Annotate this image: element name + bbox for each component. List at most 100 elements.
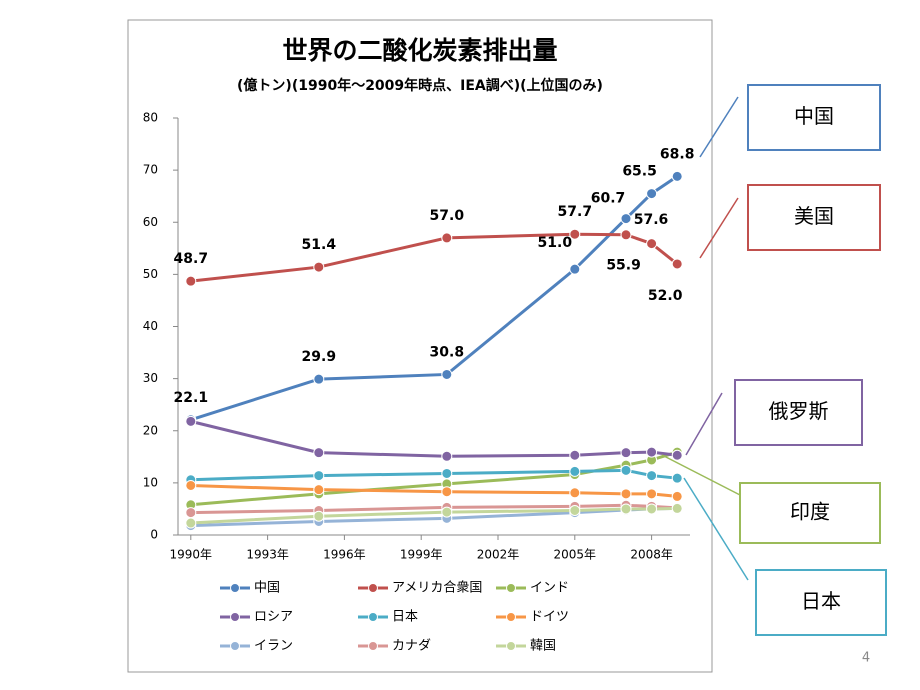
data-label: 52.0 bbox=[648, 288, 683, 304]
data-point bbox=[646, 488, 658, 500]
data-point bbox=[646, 188, 658, 200]
callout-box bbox=[755, 569, 887, 636]
data-point bbox=[441, 368, 453, 380]
x-tick-label: 1993年 bbox=[246, 548, 289, 562]
data-point bbox=[569, 487, 581, 499]
legend-marker bbox=[368, 583, 378, 593]
data-label: 57.0 bbox=[430, 208, 465, 224]
callout-box bbox=[739, 482, 881, 544]
data-point bbox=[620, 503, 632, 515]
data-label: 57.7 bbox=[558, 204, 593, 220]
y-tick-label: 40 bbox=[143, 319, 158, 333]
data-point bbox=[569, 449, 581, 461]
data-label: 29.9 bbox=[302, 349, 337, 365]
data-label: 57.6 bbox=[634, 212, 669, 228]
data-point bbox=[185, 275, 197, 287]
data-point bbox=[620, 488, 632, 500]
legend-marker bbox=[230, 612, 240, 622]
data-point bbox=[671, 258, 683, 270]
data-point bbox=[313, 447, 325, 459]
legend-label: インド bbox=[530, 581, 569, 596]
legend-label: 韓国 bbox=[530, 639, 556, 654]
callout-connector bbox=[683, 477, 749, 581]
legend-marker bbox=[230, 641, 240, 651]
data-point bbox=[441, 506, 453, 518]
callout-label: 日本 bbox=[801, 589, 841, 613]
data-point bbox=[313, 261, 325, 273]
data-point bbox=[441, 486, 453, 498]
data-point bbox=[671, 472, 683, 484]
callout-label: 美国 bbox=[794, 204, 834, 228]
callout-connector bbox=[685, 392, 723, 456]
legend-marker bbox=[506, 583, 516, 593]
callout-box bbox=[747, 84, 881, 151]
data-point bbox=[671, 170, 683, 182]
data-point bbox=[569, 228, 581, 240]
data-label: 55.9 bbox=[606, 258, 641, 274]
callout-box bbox=[734, 379, 863, 446]
data-point bbox=[185, 517, 197, 529]
data-point bbox=[185, 415, 197, 427]
data-point bbox=[646, 503, 658, 515]
data-point bbox=[313, 470, 325, 482]
data-point bbox=[313, 510, 325, 522]
data-point bbox=[313, 484, 325, 496]
legend-label: 中国 bbox=[254, 581, 280, 596]
page-number: 4 bbox=[862, 651, 870, 666]
y-tick-label: 0 bbox=[150, 528, 158, 542]
data-point bbox=[620, 464, 632, 476]
y-tick-label: 10 bbox=[143, 475, 158, 489]
callout-connector bbox=[699, 197, 739, 259]
data-point bbox=[671, 449, 683, 461]
legend-label: ロシア bbox=[254, 610, 293, 625]
data-point bbox=[441, 467, 453, 479]
legend-label: ドイツ bbox=[530, 610, 569, 625]
data-label: 51.4 bbox=[302, 237, 337, 253]
data-point bbox=[646, 446, 658, 458]
data-point bbox=[620, 229, 632, 241]
data-label: 30.8 bbox=[430, 344, 465, 360]
y-tick-label: 70 bbox=[143, 163, 158, 177]
callout-connector bbox=[661, 454, 741, 496]
callout-box bbox=[747, 184, 881, 251]
data-point bbox=[569, 505, 581, 517]
legend-label: イラン bbox=[254, 639, 293, 654]
y-tick-label: 20 bbox=[143, 423, 158, 437]
data-point bbox=[569, 263, 581, 275]
y-tick-label: 80 bbox=[143, 111, 158, 125]
x-tick-label: 1996年 bbox=[323, 548, 366, 562]
y-tick-label: 50 bbox=[143, 267, 158, 281]
legend-marker bbox=[506, 612, 516, 622]
legend-label: 日本 bbox=[392, 610, 418, 625]
data-point bbox=[569, 465, 581, 477]
data-point bbox=[313, 373, 325, 385]
data-point bbox=[646, 238, 658, 250]
chart-subtitle: (億トン)(1990年～2009年時点、IEA調べ)(上位国のみ) bbox=[237, 77, 603, 94]
legend-label: アメリカ合衆国 bbox=[392, 580, 482, 596]
data-point bbox=[185, 479, 197, 491]
data-label: 60.7 bbox=[591, 191, 626, 207]
x-tick-label: 2005年 bbox=[554, 548, 597, 562]
data-label: 48.7 bbox=[174, 251, 209, 267]
callout-label: 俄罗斯 bbox=[769, 399, 829, 423]
callout-label: 中国 bbox=[794, 104, 834, 128]
chart-frame bbox=[127, 19, 713, 673]
data-point bbox=[620, 447, 632, 459]
x-tick-label: 1999年 bbox=[400, 548, 443, 562]
data-point bbox=[671, 502, 683, 514]
y-tick-label: 30 bbox=[143, 371, 158, 385]
legend-label: カナダ bbox=[392, 639, 431, 654]
data-label: 51.0 bbox=[538, 235, 573, 251]
callout-connector bbox=[699, 96, 739, 158]
data-label: 65.5 bbox=[622, 164, 657, 180]
legend-marker bbox=[368, 612, 378, 622]
x-tick-label: 1990年 bbox=[170, 548, 213, 562]
data-point bbox=[185, 507, 197, 519]
data-label: 22.1 bbox=[174, 390, 209, 406]
x-tick-label: 2002年 bbox=[477, 548, 520, 562]
data-point bbox=[646, 470, 658, 482]
legend-marker bbox=[506, 641, 516, 651]
data-label: 68.8 bbox=[660, 146, 695, 162]
data-point bbox=[671, 490, 683, 502]
